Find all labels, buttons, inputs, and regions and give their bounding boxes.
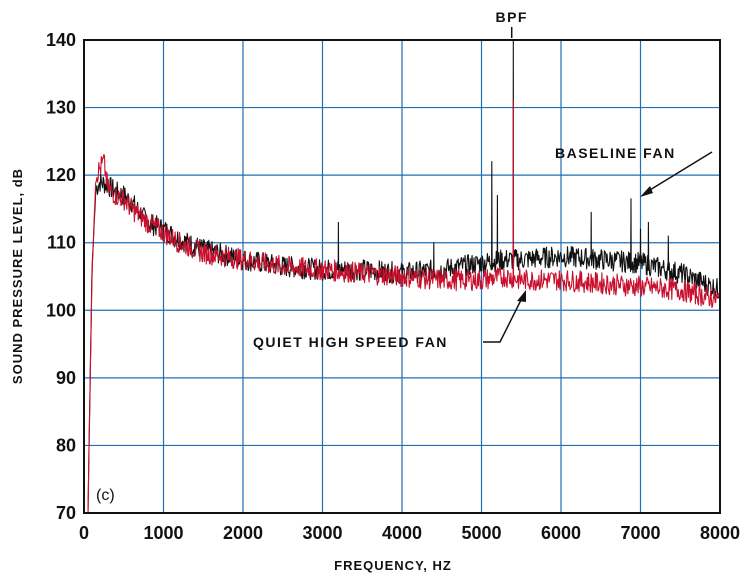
y-tick-label: 140 [46,30,76,50]
y-tick-label: 80 [56,435,76,455]
quiet-fan-annotation: QUIET HIGH SPEED FAN [253,334,448,350]
y-tick-label: 90 [56,368,76,388]
tick-labels: 0 1000 2000 3000 4000 5000 6000 7000 8000 70 80 90 1… [46,30,740,543]
annotations: BPF BASELINE FAN QUIET HIGH SPEED FAN [253,9,713,350]
x-axis-label: FREQUENCY, HZ [334,558,452,573]
y-tick-label: 130 [46,98,76,118]
panel-label: (c) [96,487,115,504]
x-tick-label: 7000 [620,523,660,543]
y-tick-label: 70 [56,503,76,523]
quiet-fan-arrowhead [517,290,526,302]
quiet-high-speed-fan-line [87,100,720,514]
x-tick-label: 8000 [700,523,740,543]
plot-frame [83,39,721,514]
quiet-fan-arrow [483,295,524,343]
y-tick-label: 110 [47,233,76,253]
x-tick-label: 1000 [143,523,183,543]
baseline-fan-arrowhead [640,186,653,197]
x-tick-label: 6000 [541,523,581,543]
x-tick-label: 5000 [461,523,501,543]
y-tick-label: 120 [46,165,76,185]
x-tick-label: 3000 [302,523,342,543]
bpf-annotation: BPF [495,9,528,25]
y-tick-label: 100 [46,300,76,320]
y-axis-label: SOUND PRESSURE LEVEL, dB [10,168,25,384]
x-tick-label: 2000 [223,523,263,543]
baseline-fan-arrow [644,151,713,194]
x-tick-label: 0 [79,523,89,543]
series-layer [87,39,720,514]
x-tick-label: 4000 [382,523,422,543]
baseline-fan-annotation: BASELINE FAN [555,145,676,161]
